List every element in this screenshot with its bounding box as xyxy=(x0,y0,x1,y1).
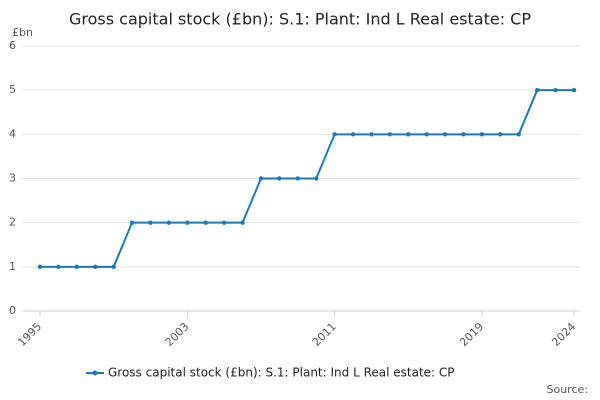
data-point xyxy=(166,220,172,225)
series-line xyxy=(40,89,574,268)
data-point xyxy=(258,176,264,181)
data-point xyxy=(369,132,374,137)
data-point xyxy=(56,264,61,270)
x-tick-label: 2011 xyxy=(310,320,339,349)
x-tick-label: 2019 xyxy=(457,320,486,349)
y-tick-label: 2 xyxy=(9,216,16,229)
y-tick-label: 5 xyxy=(9,83,16,96)
data-point xyxy=(295,176,300,181)
legend-label: Gross capital stock (£bn): S.1: Plant: I… xyxy=(108,366,455,380)
data-point xyxy=(148,220,153,225)
data-point xyxy=(479,132,485,137)
data-point xyxy=(387,132,393,137)
data-point xyxy=(332,132,337,137)
data-point xyxy=(93,264,98,270)
source: Source: xyxy=(547,383,589,396)
data-point xyxy=(314,176,319,181)
data-point xyxy=(534,87,540,93)
data-point xyxy=(350,132,356,137)
data-point xyxy=(461,132,466,137)
chart-title: Gross capital stock (£bn): S.1: Plant: I… xyxy=(69,10,531,29)
data-point xyxy=(277,176,282,181)
data-point xyxy=(185,220,190,225)
data-point xyxy=(240,220,245,225)
data-point xyxy=(221,220,227,225)
y-tick-label: 1 xyxy=(9,260,16,273)
data-point xyxy=(74,264,80,270)
x-tick-label: 1995 xyxy=(15,320,44,349)
data-point xyxy=(129,220,135,225)
y-tick-label: 3 xyxy=(9,172,16,185)
y-tick-label: 4 xyxy=(9,127,16,140)
data-point xyxy=(571,87,577,93)
data-point xyxy=(424,132,429,137)
legend-marker xyxy=(92,370,98,376)
data-point xyxy=(553,87,558,93)
x-tick-label: 2003 xyxy=(163,320,192,349)
data-point xyxy=(203,220,208,225)
data-point xyxy=(442,132,448,137)
data-point xyxy=(111,264,116,270)
y-tick-label: 6 xyxy=(9,39,16,52)
y-tick-label: 0 xyxy=(9,304,16,317)
data-point xyxy=(516,132,521,137)
x-tick-label: 2024 xyxy=(549,320,578,349)
y-axis-label: £bn xyxy=(12,26,33,39)
data-point xyxy=(37,264,43,270)
data-point xyxy=(406,132,411,137)
data-point xyxy=(498,132,503,137)
